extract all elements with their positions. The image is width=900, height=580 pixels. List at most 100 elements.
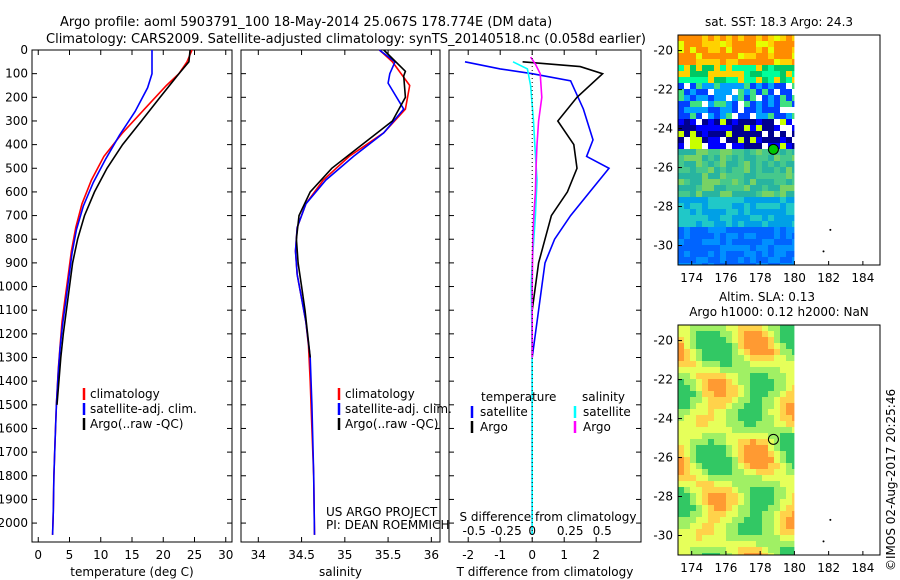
sla-map-cell [792, 523, 795, 529]
sla-map-cell [684, 325, 690, 331]
sst-map-cell [702, 227, 708, 233]
sst-map-cell [738, 35, 744, 41]
sla-map-cell [774, 487, 780, 493]
sla-map-cell [696, 457, 702, 463]
sst-map-cell [750, 53, 756, 59]
sla-map-cell [762, 523, 768, 529]
sst-map-cell [684, 161, 690, 167]
sst-map-cell [774, 107, 780, 113]
sla-map-cell [786, 361, 792, 367]
sla-map-cell [744, 415, 750, 421]
sst-map-cell [780, 83, 786, 89]
sst-map-cell [774, 59, 780, 65]
sst-map-cell [732, 173, 738, 179]
sst-map-cell [762, 53, 768, 59]
sst-map-cell [678, 101, 684, 107]
sst-map-cell [756, 173, 762, 179]
sla-map-cell [738, 373, 744, 379]
sst-map-cell [702, 89, 708, 95]
sla-map-cell [774, 523, 780, 529]
sst-map-cell [792, 95, 795, 101]
sla-map-cell [780, 439, 786, 445]
sst-map-cell [690, 239, 696, 245]
temperature-ytick-label: 800 [5, 232, 28, 246]
sst-map-cell [768, 227, 774, 233]
sla-map-cell [702, 505, 708, 511]
sst-map-cell [762, 179, 768, 185]
sla-map-cell [708, 445, 714, 451]
sla-map-cell [720, 337, 726, 343]
sla-map-cell [786, 391, 792, 397]
sla-map-cell [714, 391, 720, 397]
sla-map-cell [726, 553, 732, 555]
sst-map-cell [702, 149, 708, 155]
sst-map-cell [732, 77, 738, 83]
sst-map-cell [780, 113, 786, 119]
sst-map-cell [720, 113, 726, 119]
sla-map-cell [708, 331, 714, 337]
sst-map-cell [684, 221, 690, 227]
sla-map-cell [708, 517, 714, 523]
sst-map-cell [780, 191, 786, 197]
sst-map-cell [708, 131, 714, 137]
sla-map-cell [756, 427, 762, 433]
sla-map-cell [762, 481, 768, 487]
temperature-ytick-label: 1800 [0, 469, 28, 483]
sla-map-cell [738, 439, 744, 445]
sla-map-cell [768, 463, 774, 469]
sst-map-cell [792, 131, 795, 137]
sst-map-cell [786, 119, 792, 125]
sla-map-cell [780, 421, 786, 427]
temperature-ytick-label: 500 [5, 161, 28, 175]
salinity-diff-tick-label: -0.5 [462, 524, 485, 538]
sst-map-cell [714, 83, 720, 89]
sst-map-cell [714, 167, 720, 173]
sst-map-cell [774, 233, 780, 239]
sla-map-cell [714, 409, 720, 415]
sla-map-cell [696, 517, 702, 523]
sst-map-cell [756, 179, 762, 185]
sst-map-cell [786, 167, 792, 173]
sla-map-cell [684, 349, 690, 355]
sst-map-cell [744, 263, 750, 265]
sst-map-cell [708, 113, 714, 119]
sla-map-cell [696, 331, 702, 337]
sst-map-cell [738, 179, 744, 185]
sla-map-cell [750, 439, 756, 445]
sst-map-cell [762, 251, 768, 257]
sst-map-cell [720, 179, 726, 185]
sla-map-cell [678, 409, 684, 415]
sla-map-cell [696, 445, 702, 451]
sst-map-cell [756, 125, 762, 131]
sst-map-cell [732, 155, 738, 161]
sla-map-cell [720, 499, 726, 505]
sst-map-cell [696, 221, 702, 227]
sla-map-cell [720, 553, 726, 555]
sst-map-cell [678, 119, 684, 125]
sla-map-cell [762, 391, 768, 397]
sst-map-cell [786, 233, 792, 239]
sla-map-cell [756, 391, 762, 397]
sst-map-cell [696, 167, 702, 173]
sst-map-cell [744, 227, 750, 233]
sla-map-cell [702, 517, 708, 523]
sla-map-cell [762, 373, 768, 379]
sla-map-cell [792, 535, 795, 541]
sst-map-cell [756, 65, 762, 71]
sla-map-cell [714, 355, 720, 361]
sst-map-cell [780, 125, 786, 131]
sla-map-cell [702, 529, 708, 535]
sst-map-cell [702, 209, 708, 215]
sst-map-cell [684, 149, 690, 155]
sla-map-cell [720, 547, 726, 553]
sst-map-ytick-label: -26 [653, 161, 673, 175]
sst-map-cell [786, 155, 792, 161]
sla-map-cell [756, 403, 762, 409]
sst-map-cell [702, 263, 708, 265]
sla-map-cell [684, 397, 690, 403]
sla-map-cell [738, 493, 744, 499]
sst-map-cell [708, 47, 714, 53]
sst-map-cell [684, 245, 690, 251]
sst-map-cell [744, 173, 750, 179]
sst-map-cell [756, 197, 762, 203]
